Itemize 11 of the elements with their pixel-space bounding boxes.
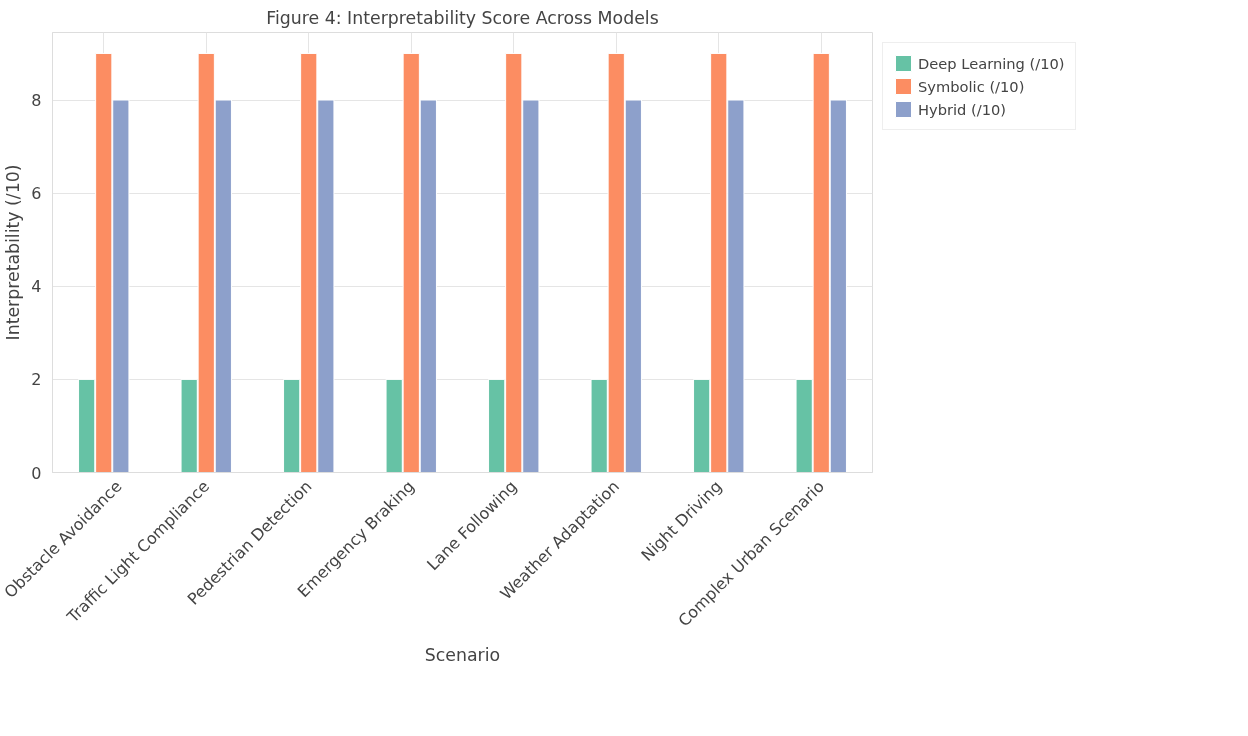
legend-label: Hybrid (/10) [918, 100, 1007, 118]
y-tick-label: 2 [31, 370, 42, 390]
legend-label: Deep Learning (/10) [918, 54, 1065, 72]
y-tick-label: 4 [31, 277, 42, 297]
y-axis-title: Interpretability (/10) [3, 164, 24, 341]
y-tick-label: 8 [31, 91, 42, 111]
y-tick-label: 6 [31, 184, 42, 204]
y-tick-label: 0 [31, 463, 42, 483]
x-axis-title: Scenario [424, 645, 501, 666]
legend-label: Symbolic (/10) [918, 77, 1025, 95]
chart-title: Figure 4: Interpretability Score Across Models [266, 7, 659, 28]
